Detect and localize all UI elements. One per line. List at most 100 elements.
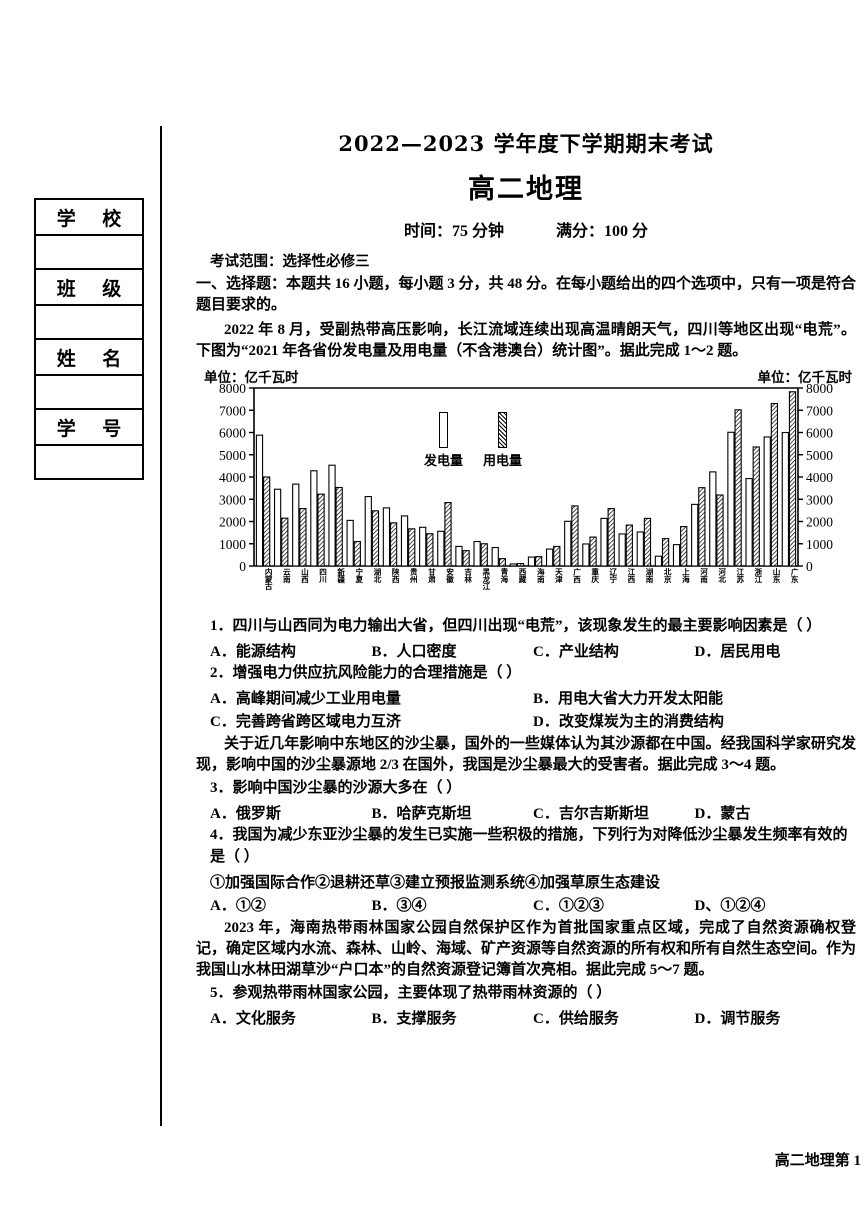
chart-unit-right: 单位：亿千瓦时 <box>757 370 853 386</box>
question-2-options-row1: A．高峰期间减少工业用电量 B．用电大省大力开发太阳能 <box>196 687 856 708</box>
chart-x-tick-label: 云南 <box>282 568 292 583</box>
legend-item-generation: 发电量 <box>424 412 463 469</box>
passage-1: 2022 年 8 月，受副热带高压影响，长江流域连续出现高温晴朗天气，四川等地区… <box>196 321 856 359</box>
q4-option-c[interactable]: C．①②③ <box>533 897 604 914</box>
exam-duration: 时间：75 分钟 <box>403 223 504 240</box>
svg-text:0: 0 <box>806 559 813 574</box>
chart-x-tick-label: 湖北 <box>372 568 382 583</box>
svg-text:3000: 3000 <box>806 492 833 507</box>
q3-option-a[interactable]: A．俄罗斯 <box>210 806 281 823</box>
exam-paper-body: 2022—2023 学年度下学期期末考试 高二地理 时间：75 分钟 满分：10… <box>196 128 856 1028</box>
question-4-stem: 4．我国为减少东亚沙尘暴的发生已实施一些积极的措施，下列行为对降低沙尘暴发生频率… <box>210 827 848 865</box>
q2-option-b[interactable]: B．用电大省大力开发太阳能 <box>533 690 724 707</box>
q5-option-a[interactable]: A．文化服务 <box>210 1011 296 1028</box>
chart-x-tick-label: 安徽 <box>445 568 455 583</box>
question-3-options: A．俄罗斯 B．哈萨克斯坦 C．吉尔吉斯斯坦 D．蒙古 <box>196 802 856 823</box>
student-info-box: 学 校 班 级 姓 名 学 号 <box>34 198 144 480</box>
info-row-class-label: 班 级 <box>36 270 142 306</box>
q4-option-b[interactable]: B．③④ <box>371 897 427 914</box>
svg-text:3000: 3000 <box>219 492 246 507</box>
chart-x-tick-label: 江苏 <box>735 568 745 583</box>
chart-x-tick-label: 新疆 <box>336 568 346 583</box>
question-4-options: A．①② B．③④ C．①②③ D、①②④ <box>196 894 856 915</box>
svg-text:8000: 8000 <box>806 384 833 396</box>
class-label: 班 级 <box>56 277 132 300</box>
legend-swatch-generation-icon <box>439 412 448 449</box>
page-footer: 高二地理第 1 <box>774 1153 861 1169</box>
svg-text:8000: 8000 <box>219 384 246 396</box>
svg-text:5000: 5000 <box>219 448 246 463</box>
question-5-options: A．文化服务 B．支撑服务 C．供给服务 D．调节服务 <box>196 1007 856 1028</box>
info-row-name-label: 姓 名 <box>36 340 142 376</box>
legend-item-consumption: 用电量 <box>483 412 522 469</box>
q3-option-c[interactable]: C．吉尔吉斯斯坦 <box>533 806 649 823</box>
q4-option-a[interactable]: A．①② <box>210 897 266 914</box>
exam-scope: 考试范围：选择性必修三 <box>210 254 370 270</box>
svg-text:1000: 1000 <box>806 537 833 552</box>
question-2-stem: 2．增强电力供应抗风险能力的合理措施是（ ） <box>210 664 522 681</box>
question-1-options: A．能源结构 B．人口密度 C．产业结构 D．居民用电 <box>196 640 856 661</box>
q2-option-a[interactable]: A．高峰期间减少工业用电量 <box>210 690 401 707</box>
q1-option-b[interactable]: B．人口密度 <box>371 643 457 660</box>
seal-fold-line <box>160 126 162 1126</box>
school-write-in-field[interactable] <box>36 236 142 270</box>
svg-text:1000: 1000 <box>219 537 246 552</box>
chart-x-tick-label: 四川 <box>318 568 328 583</box>
chart-legend: 发电量 用电量 <box>424 412 522 469</box>
info-row-school-label: 学 校 <box>36 200 142 236</box>
q5-option-d[interactable]: D．调节服务 <box>694 1011 781 1028</box>
svg-text:7000: 7000 <box>219 403 246 418</box>
figure-power-generation-consumption: 单位：亿千瓦时 单位：亿千瓦时 0 0 1000 1000 2000 2000 3000 30… <box>196 366 856 614</box>
name-label: 姓 名 <box>56 347 132 370</box>
chart-x-tick-label: 天津 <box>554 568 564 583</box>
q4-option-d[interactable]: D、①②④ <box>694 897 766 914</box>
chart-x-tick-label: 上海 <box>681 568 691 583</box>
q1-option-c[interactable]: C．产业结构 <box>533 643 619 660</box>
school-label: 学 校 <box>56 207 132 230</box>
chart-unit-left: 单位：亿千瓦时 <box>204 370 299 386</box>
legend-swatch-consumption-icon <box>498 412 508 449</box>
chart-x-tick-label: 河南 <box>699 568 709 583</box>
q5-option-b[interactable]: B．支撑服务 <box>371 1011 457 1028</box>
q5-option-c[interactable]: C．供给服务 <box>533 1011 619 1028</box>
name-write-in-field[interactable] <box>36 376 142 410</box>
chart-x-axis-labels: 内蒙古 云南 山西 四川 新疆 宁夏 湖北 陕西 贵州 甘肃 安徽 吉林 黑龙江 青海 西藏 海南 天津 广西 重庆… <box>254 568 800 590</box>
q1-option-d[interactable]: D．居民用电 <box>694 643 781 660</box>
chart-x-tick-label: 浙江 <box>753 568 763 583</box>
chart-x-tick-label: 广东 <box>790 568 800 583</box>
question-1-stem: 1．四川与山西同为电力输出大省，但四川出现“电荒”，该现象发生的最主要影响因素是… <box>210 618 822 635</box>
chart-x-tick-label: 河北 <box>717 568 727 583</box>
svg-text:4000: 4000 <box>806 470 833 485</box>
svg-text:6000: 6000 <box>806 426 833 441</box>
passage-3: 2023 年，海南热带雨林国家公园自然保护区作为首批国家重点区域，完成了自然资源… <box>196 919 857 979</box>
question-4-statements: ①加强国际合作②退耕还草③建立预报监测系统④加强草原生态建设 <box>210 874 661 891</box>
svg-text:2000: 2000 <box>219 515 246 530</box>
q2-option-d[interactable]: D．改变煤炭为主的消费结构 <box>533 713 724 730</box>
svg-text:7000: 7000 <box>806 403 833 418</box>
chart-x-tick-label: 重庆 <box>590 568 600 583</box>
svg-text:6000: 6000 <box>219 426 246 441</box>
info-row-studentid-label: 学 号 <box>36 410 142 446</box>
q2-option-c[interactable]: C．完善跨省跨区域电力互济 <box>210 713 401 730</box>
exam-meta-line: 时间：75 分钟 满分：100 分 <box>196 217 856 241</box>
chart-x-tick-label: 甘肃 <box>427 568 437 583</box>
chart-x-tick-label: 广西 <box>572 568 582 583</box>
chart-x-tick-label: 贵州 <box>409 568 419 583</box>
bar-chart-svg: 0 0 1000 1000 2000 2000 3000 3000 4000 4000 5000 50… <box>219 381 833 574</box>
q3-option-d[interactable]: D．蒙古 <box>694 806 751 823</box>
question-2-options-row2: C．完善跨省跨区域电力互济 D．改变煤炭为主的消费结构 <box>196 710 856 731</box>
chart-x-tick-label: 宁夏 <box>354 568 364 583</box>
chart-x-tick-label: 黑龙江 <box>481 568 491 590</box>
chart-x-tick-label: 山西 <box>300 568 310 583</box>
q3-option-b[interactable]: B．哈萨克斯坦 <box>371 806 472 823</box>
exam-title: 2022—2023 学年度下学期期末考试 <box>338 131 714 156</box>
q1-option-a[interactable]: A．能源结构 <box>210 643 296 660</box>
legend-label-consumption: 用电量 <box>483 453 523 469</box>
chart-x-tick-label: 吉林 <box>463 568 473 583</box>
svg-text:5000: 5000 <box>806 448 833 463</box>
chart-x-tick-label: 陕西 <box>391 568 401 583</box>
question-5-stem: 5．参观热带雨林国家公园，主要体现了热带雨林资源的（ ） <box>210 985 612 1002</box>
student-id-write-in-field[interactable] <box>36 446 142 480</box>
class-write-in-field[interactable] <box>36 306 142 340</box>
legend-label-generation: 发电量 <box>424 453 464 469</box>
